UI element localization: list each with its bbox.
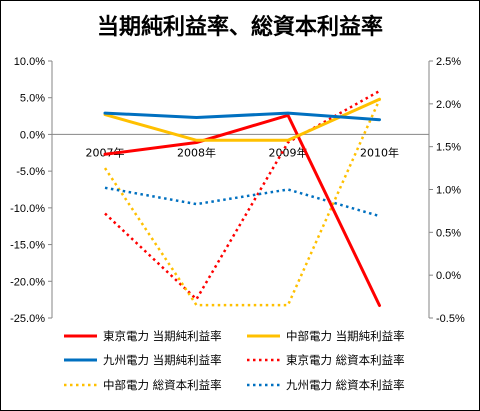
series-line-3 <box>104 89 381 301</box>
right-tick-label: 0.5% <box>436 227 461 239</box>
left-tick-label: -20.0% <box>10 276 45 288</box>
right-tick-label: 2.0% <box>436 99 461 111</box>
legend-label: 中部電力 当期純利益率 <box>286 329 405 343</box>
legend-label: 中部電力 総資本利益率 <box>103 378 222 392</box>
series-line-1 <box>103 97 381 142</box>
chart-title: 当期純利益率、総資本利益率 <box>97 14 383 40</box>
legend-box <box>60 325 420 401</box>
right-tick-label: 2.5% <box>436 56 461 68</box>
category-label: 2010年 <box>360 145 399 159</box>
left-tick-label: -10.0% <box>10 203 45 215</box>
series-line-2 <box>103 111 381 122</box>
right-tick-label: 0.0% <box>436 270 461 282</box>
right-tick-label: 1.0% <box>436 185 461 197</box>
right-tick-label: 1.5% <box>436 142 461 154</box>
series-line-5 <box>104 186 380 218</box>
left-tick-label: 5.0% <box>20 93 45 105</box>
left-tick-label: -25.0% <box>10 313 45 325</box>
left-tick-label: 10.0% <box>14 56 45 68</box>
axes: 10.0% 5.0% 0.0% -5.0% -10.0% -15.0% -20.0% -25.… <box>10 56 465 325</box>
left-tick-label: -15.0% <box>10 240 45 252</box>
legend-label: 九州電力 総資本利益率 <box>286 378 405 392</box>
series-line-0 <box>103 113 381 307</box>
category-label: 2007年 <box>86 145 125 159</box>
legend-label: 東京電力 当期純利益率 <box>103 329 222 343</box>
series-layer <box>103 89 381 307</box>
left-tick-label: -5.0% <box>16 166 45 178</box>
right-tick-label: -0.5% <box>436 313 465 325</box>
legend-label: 東京電力 総資本利益率 <box>286 353 405 367</box>
left-tick-label: 0.0% <box>20 129 45 141</box>
category-label: 2008年 <box>177 145 216 159</box>
legend-label: 九州電力 当期純利益率 <box>103 353 222 367</box>
series-line-4 <box>103 99 381 307</box>
category-label: 2009年 <box>269 145 308 159</box>
